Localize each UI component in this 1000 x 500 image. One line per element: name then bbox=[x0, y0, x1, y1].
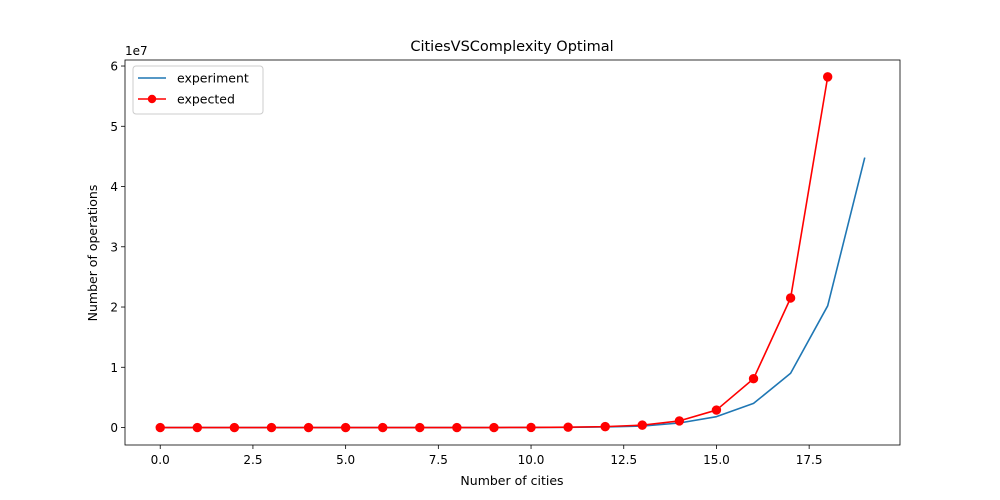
data-point-expected bbox=[785, 293, 796, 303]
data-point-expected bbox=[266, 422, 277, 433]
legend-label-experiment: experiment bbox=[177, 71, 249, 86]
series-layer bbox=[155, 72, 866, 433]
y-offset-base: 1e7 bbox=[125, 44, 148, 58]
axes-layer: 0.0 2.5 5.0 7.5 10.0 12.5 15.0 17.5 0 1 2 3 4 5 6 bbox=[110, 59, 901, 467]
x-tick-label: 7.5 bbox=[429, 453, 448, 467]
data-point-expected bbox=[340, 422, 351, 433]
y-tick-label: 1 bbox=[110, 361, 118, 375]
plot-area bbox=[125, 60, 900, 445]
data-point-expected bbox=[748, 374, 759, 384]
data-point-expected bbox=[600, 421, 610, 432]
chart-title: CitiesVSComplexity Optimal bbox=[410, 39, 613, 55]
data-point-expected bbox=[711, 405, 722, 415]
y-tick-label: 0 bbox=[110, 421, 118, 435]
plot-background bbox=[125, 60, 900, 445]
data-point-expected bbox=[526, 422, 536, 433]
data-point-expected bbox=[155, 422, 165, 433]
data-point-expected bbox=[452, 422, 462, 433]
data-point-expected bbox=[563, 422, 573, 432]
data-point-expected bbox=[489, 422, 499, 433]
x-tick-label: 10.0 bbox=[518, 453, 545, 467]
data-point-expected bbox=[822, 72, 833, 82]
legend: experiment expected bbox=[132, 65, 264, 115]
y-tick-label: 6 bbox=[110, 60, 118, 74]
data-point-expected bbox=[674, 416, 685, 426]
y-tick-label: 5 bbox=[110, 120, 118, 134]
data-point-expected bbox=[378, 422, 388, 433]
y-tick-label: 4 bbox=[110, 180, 118, 194]
x-tick-label: 17.5 bbox=[796, 453, 823, 467]
axes-frame bbox=[124, 59, 901, 446]
data-point-expected bbox=[192, 422, 203, 433]
data-point-expected bbox=[415, 422, 425, 433]
x-tick-label: 0.0 bbox=[151, 453, 170, 467]
y-tick-label: 2 bbox=[110, 301, 118, 315]
data-point-expected bbox=[637, 420, 647, 430]
y-axis-label: Number of operations bbox=[85, 185, 100, 322]
data-point-expected bbox=[229, 422, 240, 433]
x-tick-label: 15.0 bbox=[703, 453, 730, 467]
x-tick-label: 2.5 bbox=[243, 453, 262, 467]
legend-marker-expected bbox=[147, 94, 157, 104]
data-point-expected bbox=[303, 422, 314, 433]
x-tick-label: 5.0 bbox=[336, 453, 355, 467]
legend-label-expected: expected bbox=[177, 92, 235, 107]
y-offset-label: 1e7 bbox=[125, 44, 148, 58]
x-tick-label: 12.5 bbox=[610, 453, 637, 467]
y-tick-label: 3 bbox=[110, 240, 118, 254]
x-axis-label: Number of cities bbox=[460, 473, 563, 488]
